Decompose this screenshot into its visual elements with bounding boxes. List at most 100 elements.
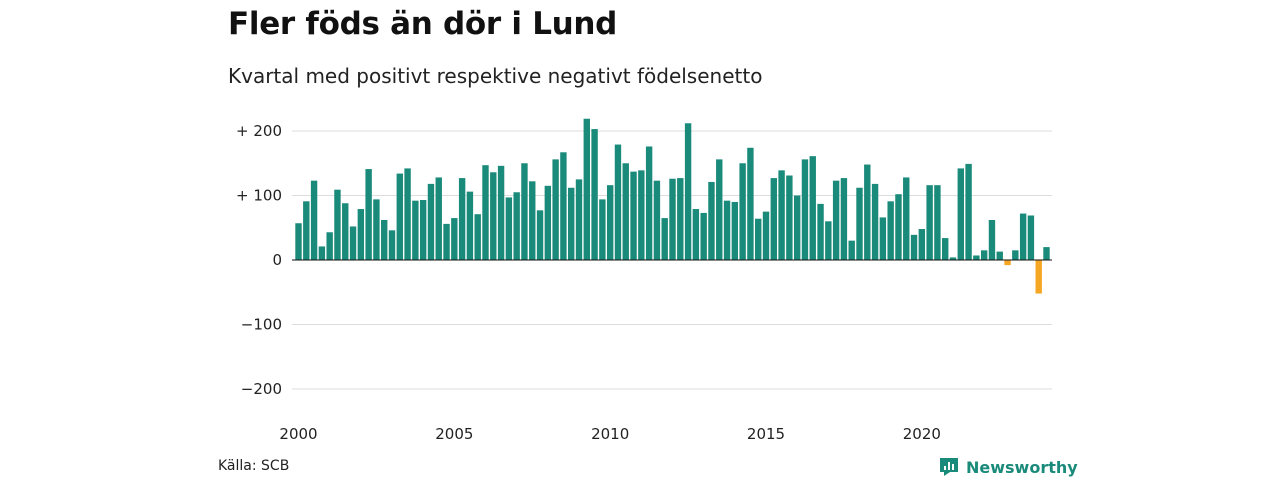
newsworthy-icon xyxy=(940,458,958,476)
bar xyxy=(973,255,980,260)
bar xyxy=(1004,260,1011,266)
bar xyxy=(357,209,365,260)
x-tick-label: 2020 xyxy=(903,425,941,443)
bar xyxy=(871,183,879,260)
x-tick-label: 2000 xyxy=(279,425,317,443)
y-tick-label: 0 xyxy=(272,251,282,269)
bar xyxy=(458,178,466,260)
bar xyxy=(396,173,403,260)
bar xyxy=(536,210,544,260)
bar xyxy=(614,144,622,260)
bar xyxy=(903,177,910,260)
source-label: Källa: SCB xyxy=(218,458,290,474)
bar xyxy=(887,201,894,260)
bar xyxy=(653,180,661,260)
bar xyxy=(381,220,388,260)
bar xyxy=(918,229,926,260)
bar xyxy=(700,212,707,260)
bar xyxy=(1043,247,1050,260)
bar xyxy=(443,223,450,260)
bar xyxy=(708,181,715,260)
bar xyxy=(840,178,848,260)
x-tick-label: 2005 xyxy=(435,425,473,443)
bar xyxy=(778,170,785,260)
chart-subtitle: Kvartal med positivt respektive negativt… xyxy=(228,64,763,88)
y-tick-label: + 200 xyxy=(236,122,282,140)
brand-logo: Newsworthy xyxy=(938,456,1078,478)
bar xyxy=(723,200,731,260)
bar xyxy=(692,209,700,260)
bar xyxy=(739,163,746,260)
bar xyxy=(856,187,863,260)
bar xyxy=(342,203,349,260)
bar xyxy=(310,180,318,260)
bar xyxy=(762,211,770,260)
bar xyxy=(435,177,442,260)
bar xyxy=(365,169,372,260)
bar xyxy=(466,191,474,260)
bar xyxy=(926,185,933,260)
bar xyxy=(568,187,575,260)
bar xyxy=(326,232,333,260)
bar xyxy=(497,165,505,260)
y-tick-label: + 100 xyxy=(236,187,282,205)
bar xyxy=(606,185,614,260)
bar xyxy=(996,251,1003,260)
bar xyxy=(949,257,957,260)
bar xyxy=(599,199,606,260)
bar xyxy=(404,168,411,260)
bar xyxy=(544,185,552,260)
y-tick-label: −200 xyxy=(241,380,282,398)
bar xyxy=(513,192,520,260)
bar xyxy=(895,194,902,260)
bar xyxy=(560,152,567,260)
bar xyxy=(412,200,419,260)
y-tick-label: −100 xyxy=(241,316,282,334)
bar xyxy=(474,214,481,260)
bar xyxy=(980,250,988,260)
bar xyxy=(988,220,996,260)
bar xyxy=(373,199,380,260)
bar xyxy=(427,183,435,260)
bar xyxy=(864,164,871,260)
brand-name: Newsworthy xyxy=(966,457,1078,477)
bar xyxy=(505,197,513,260)
bar xyxy=(583,118,590,261)
bar xyxy=(669,178,676,260)
bar xyxy=(451,218,458,260)
bar xyxy=(622,163,629,260)
bar xyxy=(786,175,793,260)
bar xyxy=(957,168,964,260)
bar xyxy=(910,234,918,260)
bar xyxy=(575,179,583,260)
bar xyxy=(591,129,598,260)
bar xyxy=(817,203,824,260)
bar xyxy=(934,185,941,260)
x-tick-label: 2015 xyxy=(747,425,785,443)
bar xyxy=(334,189,341,260)
bar xyxy=(661,218,668,260)
bar xyxy=(755,218,762,260)
bar xyxy=(529,181,536,260)
bar xyxy=(747,147,754,260)
bar xyxy=(552,159,559,260)
bar xyxy=(303,201,310,260)
bar xyxy=(521,163,528,260)
bar xyxy=(1012,250,1019,260)
bar xyxy=(731,201,739,260)
bar xyxy=(809,156,816,260)
bar xyxy=(318,246,326,260)
bar xyxy=(770,178,777,260)
bar xyxy=(716,159,723,260)
bar xyxy=(419,200,427,260)
bar xyxy=(645,146,653,260)
bar xyxy=(832,180,840,260)
bar xyxy=(1035,260,1042,294)
bar xyxy=(793,195,801,260)
bar xyxy=(1019,213,1027,260)
bar xyxy=(942,238,949,260)
bar xyxy=(684,123,692,260)
bar xyxy=(677,178,684,260)
bar xyxy=(1027,215,1035,260)
